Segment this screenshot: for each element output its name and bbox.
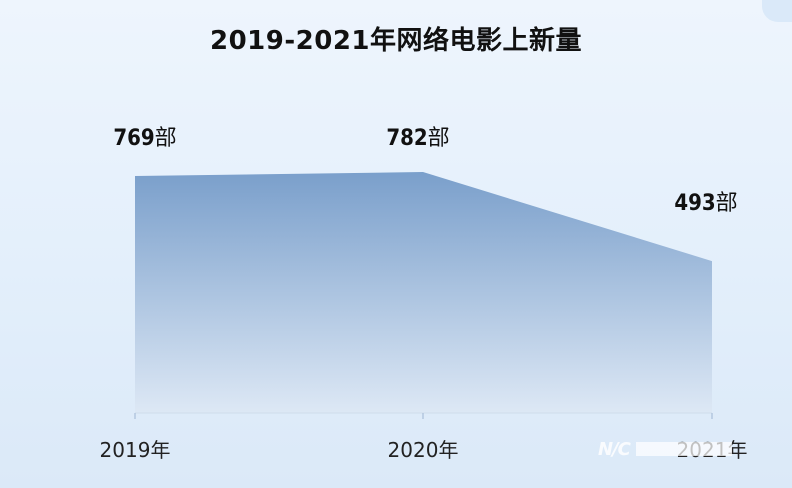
data-label: 782部 (386, 126, 449, 151)
data-label: 493部 (674, 191, 737, 216)
chart-title: 2019-2021年网络电影上新量 (209, 26, 583, 56)
watermark: N/C (598, 437, 732, 461)
data-label: 769部 (113, 126, 176, 151)
corner-decoration (762, 0, 792, 22)
area-series (135, 172, 712, 413)
x-tick-label: 2020年 (388, 438, 459, 462)
x-tick-label: 2019年 (100, 438, 171, 462)
watermark-box (635, 442, 732, 456)
watermark-logo: N/C (598, 438, 631, 460)
